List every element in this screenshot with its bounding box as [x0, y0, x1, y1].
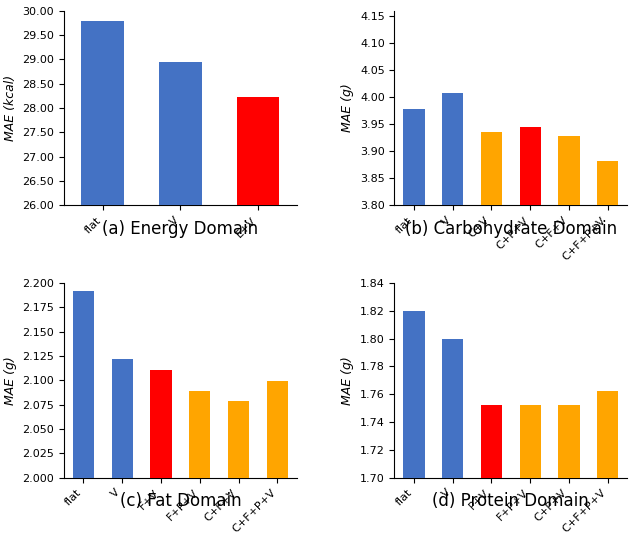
Bar: [520, 127, 541, 205]
Bar: [558, 405, 580, 477]
Bar: [558, 136, 580, 205]
Text: (d) Protein Domain: (d) Protein Domain: [433, 492, 589, 510]
Y-axis label: MAE (g): MAE (g): [342, 84, 355, 133]
Bar: [81, 21, 124, 205]
Bar: [237, 97, 279, 205]
Bar: [189, 391, 211, 477]
Text: (a) Energy Domain: (a) Energy Domain: [102, 220, 259, 238]
Text: (c) Fat Domain: (c) Fat Domain: [120, 492, 241, 510]
Bar: [481, 405, 502, 477]
Bar: [442, 93, 463, 205]
Bar: [159, 62, 202, 205]
Bar: [228, 401, 249, 477]
Bar: [73, 291, 94, 477]
Y-axis label: MAE (g): MAE (g): [341, 356, 355, 405]
Y-axis label: MAE (kcal): MAE (kcal): [4, 75, 17, 141]
Bar: [111, 359, 133, 477]
Bar: [481, 132, 502, 205]
Y-axis label: MAE (g): MAE (g): [4, 356, 17, 405]
Bar: [267, 381, 288, 477]
Bar: [150, 369, 172, 477]
Bar: [520, 405, 541, 477]
Bar: [597, 391, 618, 477]
Bar: [403, 311, 424, 477]
Bar: [597, 161, 618, 205]
Bar: [442, 339, 463, 477]
Text: (b) Carbohydrate Domain: (b) Carbohydrate Domain: [404, 220, 617, 238]
Bar: [403, 109, 424, 205]
